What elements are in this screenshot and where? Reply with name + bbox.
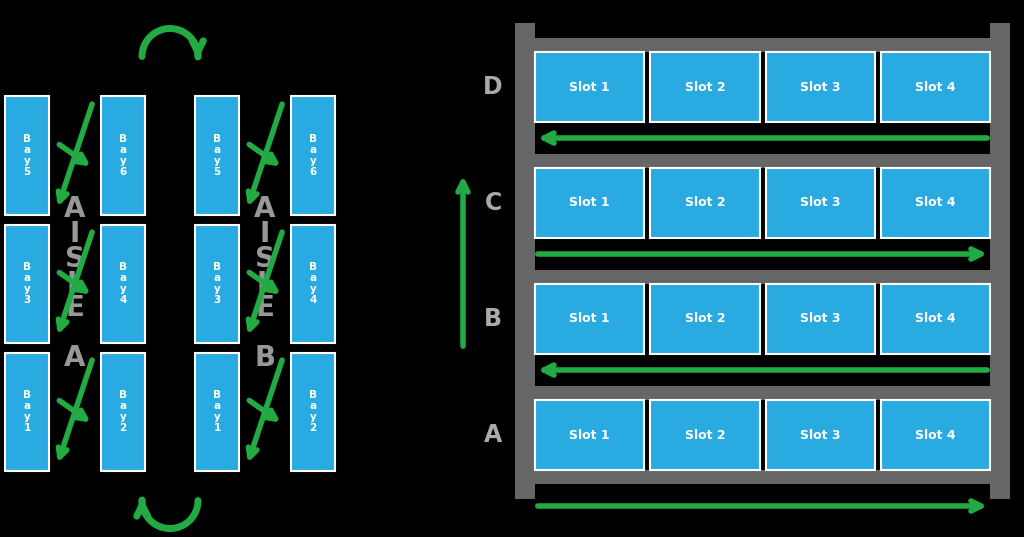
Text: Slot 4: Slot 4	[915, 313, 955, 325]
Text: A
I
S
L
E

A: A I S L E A	[65, 195, 86, 372]
Text: B
a
y
3: B a y 3	[23, 262, 31, 304]
Text: C: C	[484, 191, 502, 215]
Bar	[515, 38, 1010, 52]
Bar	[766, 284, 874, 354]
Bar	[101, 352, 145, 470]
Text: Slot 1: Slot 1	[569, 429, 610, 441]
Text: B
a
y
4: B a y 4	[309, 262, 317, 304]
Bar	[650, 168, 760, 238]
Text: B
a
y
5: B a y 5	[23, 134, 31, 177]
Bar	[515, 470, 1010, 484]
Text: B
a
y
3: B a y 3	[213, 262, 221, 304]
Bar	[535, 168, 644, 238]
Text: Slot 4: Slot 4	[915, 429, 955, 441]
Bar	[650, 284, 760, 354]
Text: B
a
y
6: B a y 6	[309, 134, 317, 177]
Text: Slot 3: Slot 3	[800, 313, 841, 325]
Text: B
a
y
1: B a y 1	[23, 390, 31, 433]
Text: Slot 1: Slot 1	[569, 81, 610, 93]
Text: Slot 2: Slot 2	[685, 81, 725, 93]
Bar	[766, 52, 874, 122]
Bar	[990, 23, 1010, 499]
Text: Slot 3: Slot 3	[800, 429, 841, 441]
Bar	[535, 400, 644, 470]
Bar	[766, 168, 874, 238]
Text: Slot 2: Slot 2	[685, 197, 725, 209]
Bar	[515, 386, 1010, 400]
Text: A: A	[484, 423, 502, 447]
Text: Slot 4: Slot 4	[915, 197, 955, 209]
Bar	[5, 224, 49, 343]
Text: Slot 2: Slot 2	[685, 429, 725, 441]
Text: Slot 4: Slot 4	[915, 81, 955, 93]
Bar	[535, 284, 644, 354]
Text: B
a
y
2: B a y 2	[119, 390, 127, 433]
Bar	[766, 400, 874, 470]
Bar	[195, 97, 239, 214]
Bar	[881, 284, 990, 354]
Text: B
a
y
1: B a y 1	[213, 390, 221, 433]
Bar	[650, 52, 760, 122]
Bar	[195, 352, 239, 470]
Text: Slot 3: Slot 3	[800, 197, 841, 209]
Text: Slot 1: Slot 1	[569, 197, 610, 209]
Bar	[5, 352, 49, 470]
Text: Slot 2: Slot 2	[685, 313, 725, 325]
Bar	[535, 52, 644, 122]
Bar	[101, 224, 145, 343]
Bar	[515, 23, 535, 499]
Text: B
a
y
4: B a y 4	[119, 262, 127, 304]
Bar	[515, 154, 1010, 168]
Bar	[195, 224, 239, 343]
Text: Slot 1: Slot 1	[569, 313, 610, 325]
Text: B
a
y
5: B a y 5	[213, 134, 221, 177]
Text: B: B	[484, 307, 502, 331]
Text: Slot 3: Slot 3	[800, 81, 841, 93]
Bar	[291, 352, 335, 470]
Bar	[650, 400, 760, 470]
Bar	[881, 52, 990, 122]
Bar	[515, 270, 1010, 284]
Bar	[5, 97, 49, 214]
Text: B
a
y
2: B a y 2	[309, 390, 317, 433]
Bar	[291, 97, 335, 214]
Bar	[101, 97, 145, 214]
Text: D: D	[483, 75, 503, 99]
Text: B
a
y
6: B a y 6	[119, 134, 127, 177]
Bar	[291, 224, 335, 343]
Bar	[881, 168, 990, 238]
Text: A
I
S
L
E

B: A I S L E B	[254, 195, 275, 372]
Bar	[881, 400, 990, 470]
